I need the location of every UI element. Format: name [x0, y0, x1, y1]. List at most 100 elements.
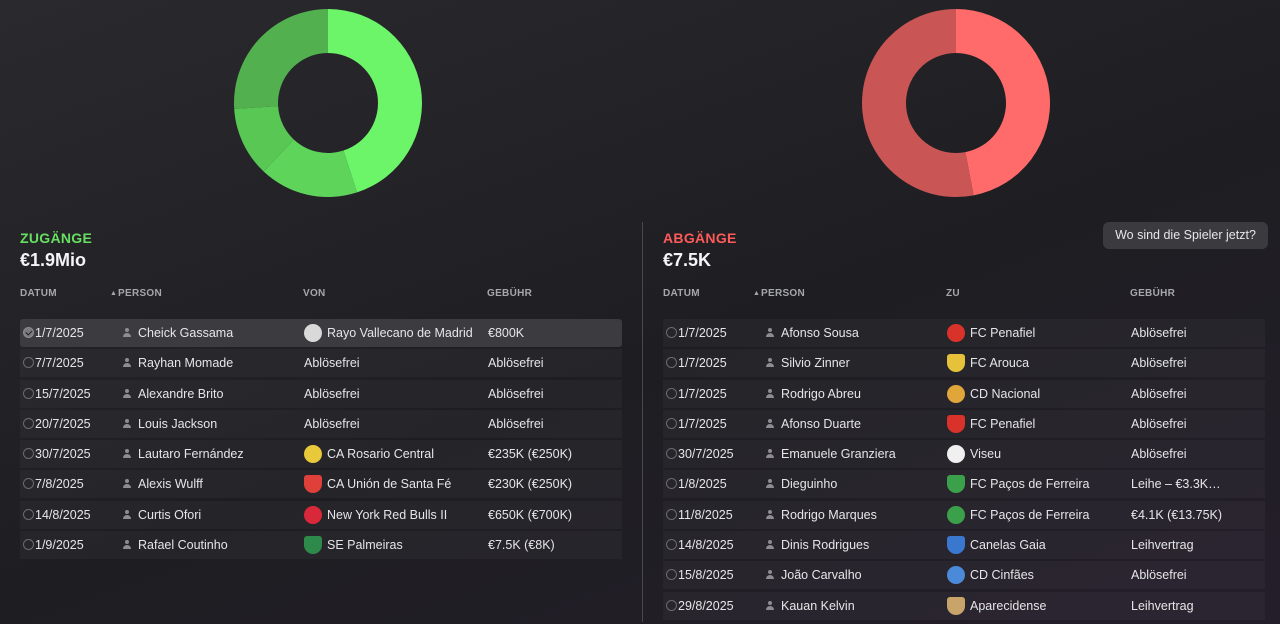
- person-name-link[interactable]: Lautaro Fernández: [138, 447, 244, 462]
- club-cell[interactable]: FC Penafiel: [970, 416, 1036, 431]
- fee-cell: Leihvertrag: [1131, 538, 1194, 553]
- row-check-icon[interactable]: [666, 478, 677, 490]
- table-row[interactable]: 14/8/2025 Curtis Ofori New York Red Bulls …: [20, 501, 622, 529]
- person-name-link[interactable]: Afonso Duarte: [781, 416, 861, 431]
- person-name-link[interactable]: Alexis Wulff: [138, 477, 203, 492]
- table-row[interactable]: 7/8/2025 Alexis Wulff CA Unión de Santa Fé…: [20, 470, 622, 498]
- row-check-icon[interactable]: [666, 327, 677, 338]
- row-check-icon[interactable]: [23, 417, 34, 429]
- person-icon: [122, 509, 132, 520]
- club-cell[interactable]: CA Rosario Central: [327, 447, 434, 462]
- cd-cinfaes-crest-icon: [947, 566, 965, 585]
- person-name-link[interactable]: Cheick Gassama: [138, 326, 234, 340]
- person-name-link[interactable]: Rafael Coutinho: [138, 538, 228, 553]
- fee-cell: Ablösefrei: [1131, 447, 1187, 462]
- table-row[interactable]: 30/7/2025 Lautaro Fernández CA Rosario Cen…: [20, 440, 622, 468]
- row-check-icon[interactable]: [666, 599, 677, 611]
- row-check-icon[interactable]: [23, 539, 34, 551]
- where-are-players-now-button[interactable]: Wo sind die Spieler jetzt?: [1103, 222, 1268, 249]
- date-cell: 1/7/2025: [678, 386, 727, 401]
- table-row[interactable]: 30/7/2025 Emanuele Granziera Viseu Ablösefr…: [663, 440, 1265, 468]
- club-cell[interactable]: FC Paços de Ferreira: [970, 477, 1090, 492]
- row-check-icon[interactable]: [23, 327, 34, 338]
- person-name-link[interactable]: Curtis Ofori: [138, 507, 202, 522]
- table-row[interactable]: 11/8/2025 Rodrigo Marques FC Paços de Ferr…: [663, 501, 1265, 529]
- person-name-link[interactable]: Rodrigo Marques: [781, 507, 877, 522]
- club-cell[interactable]: Canelas Gaia: [970, 538, 1046, 553]
- outgoing-title: ABGÄNGE: [663, 230, 737, 246]
- row-check-icon[interactable]: [23, 387, 34, 399]
- table-row[interactable]: 20/7/2025 Louis Jackson Ablösefrei Ablösefr…: [20, 410, 622, 438]
- club-cell[interactable]: CD Cinfães: [970, 568, 1034, 583]
- incoming-title: ZUGÄNGE: [20, 230, 93, 246]
- row-check-icon[interactable]: [23, 478, 34, 490]
- person-name-link[interactable]: João Carvalho: [781, 568, 862, 583]
- person-name-link[interactable]: Alexandre Brito: [138, 386, 224, 401]
- row-check-icon[interactable]: [666, 539, 677, 551]
- row-check-icon[interactable]: [23, 448, 34, 460]
- table-row[interactable]: 15/7/2025 Alexandre Brito Ablösefrei Ablöse…: [20, 380, 622, 408]
- row-check-icon[interactable]: [23, 508, 34, 520]
- table-row[interactable]: 1/7/2025 Afonso Sousa FC Penafiel Ablösefre…: [663, 319, 1265, 347]
- table-row[interactable]: 1/9/2025 Rafael Coutinho SE Palmeiras €7.5K…: [20, 531, 622, 559]
- from-column-header[interactable]: VON: [303, 288, 326, 299]
- row-check-icon[interactable]: [666, 508, 677, 520]
- table-row[interactable]: 1/7/2025 Rodrigo Abreu CD Nacional Ablösefr…: [663, 380, 1265, 408]
- person-name-link[interactable]: Dieguinho: [781, 477, 838, 492]
- table-row[interactable]: 7/7/2025 Rayhan Momade Ablösefrei Ablösefre…: [20, 349, 622, 377]
- club-cell[interactable]: SE Palmeiras: [327, 538, 403, 553]
- row-check-icon[interactable]: [666, 569, 677, 581]
- club-cell: Ablösefrei: [304, 416, 360, 431]
- person-icon: [765, 328, 775, 338]
- person-icon: [122, 358, 132, 368]
- club-cell[interactable]: Viseu: [970, 447, 1002, 462]
- club-cell[interactable]: CA Unión de Santa Fé: [327, 477, 452, 492]
- club-cell[interactable]: Rayo Vallecano de Madrid: [327, 326, 473, 340]
- person-name-link[interactable]: Silvio Zinner: [781, 356, 850, 371]
- table-row[interactable]: 1/7/2025 Afonso Duarte FC Penafiel Ablösefr…: [663, 410, 1265, 438]
- row-check-icon[interactable]: [666, 357, 677, 369]
- person-name-link[interactable]: Emanuele Granziera: [781, 447, 896, 462]
- person-name-link[interactable]: Rodrigo Abreu: [781, 386, 861, 401]
- club-cell[interactable]: FC Penafiel: [970, 326, 1036, 340]
- date-cell: 1/7/2025: [35, 326, 84, 340]
- club-cell[interactable]: CD Nacional: [970, 386, 1041, 401]
- person-name-link[interactable]: Afonso Sousa: [781, 326, 859, 340]
- person-name-link[interactable]: Louis Jackson: [138, 416, 218, 431]
- fee-cell: €235K (€250K): [488, 447, 573, 462]
- person-column-header[interactable]: PERSON: [761, 288, 806, 299]
- row-check-icon[interactable]: [23, 357, 34, 369]
- person-icon: [122, 328, 132, 338]
- fee-cell: €7.5K (€8K): [488, 538, 555, 553]
- person-name-link[interactable]: Rayhan Momade: [138, 356, 234, 371]
- fee-column-header[interactable]: GEBÜHR: [1130, 288, 1176, 299]
- date-cell: 7/8/2025: [35, 477, 84, 492]
- fee-column-header[interactable]: GEBÜHR: [487, 288, 533, 299]
- table-row[interactable]: 29/8/2025 Kauan Kelvin Aparecidense Leihver…: [663, 592, 1265, 620]
- club-cell[interactable]: Aparecidense: [970, 598, 1047, 613]
- club-cell[interactable]: New York Red Bulls II: [327, 507, 448, 522]
- donut-segment-0: [328, 9, 422, 193]
- table-row[interactable]: 1/7/2025 Cheick Gassama Rayo Vallecano de …: [20, 319, 622, 347]
- person-column-header[interactable]: PERSON: [118, 288, 163, 299]
- date-column-header[interactable]: DATUM: [20, 288, 57, 299]
- club-cell[interactable]: FC Paços de Ferreira: [970, 507, 1090, 522]
- row-check-icon[interactable]: [666, 448, 677, 460]
- row-check-icon[interactable]: [666, 387, 677, 399]
- viseu-crest-icon: [947, 445, 965, 464]
- club-cell[interactable]: FC Arouca: [970, 356, 1030, 371]
- row-check-icon[interactable]: [666, 417, 677, 429]
- to-column-header[interactable]: ZU: [946, 288, 960, 299]
- table-row[interactable]: 15/8/2025 João Carvalho CD Cinfães Ablösefr…: [663, 561, 1265, 589]
- sort-ascending-icon: ▲: [753, 290, 761, 297]
- table-row[interactable]: 14/8/2025 Dinis Rodrigues Canelas Gaia Leih…: [663, 531, 1265, 559]
- outgoing-total: €7.5K: [663, 250, 712, 270]
- donut-segment-1: [263, 139, 358, 197]
- table-row[interactable]: 1/8/2025 Dieguinho FC Paços de Ferreira Lei…: [663, 470, 1265, 498]
- fee-cell: €4.1K (€13.75K): [1131, 507, 1223, 522]
- date-cell: 14/8/2025: [678, 538, 734, 553]
- person-name-link[interactable]: Kauan Kelvin: [781, 598, 855, 613]
- person-name-link[interactable]: Dinis Rodrigues: [781, 538, 870, 553]
- table-row[interactable]: 1/7/2025 Silvio Zinner FC Arouca Ablösefrei: [663, 349, 1265, 377]
- date-column-header[interactable]: DATUM: [663, 288, 700, 299]
